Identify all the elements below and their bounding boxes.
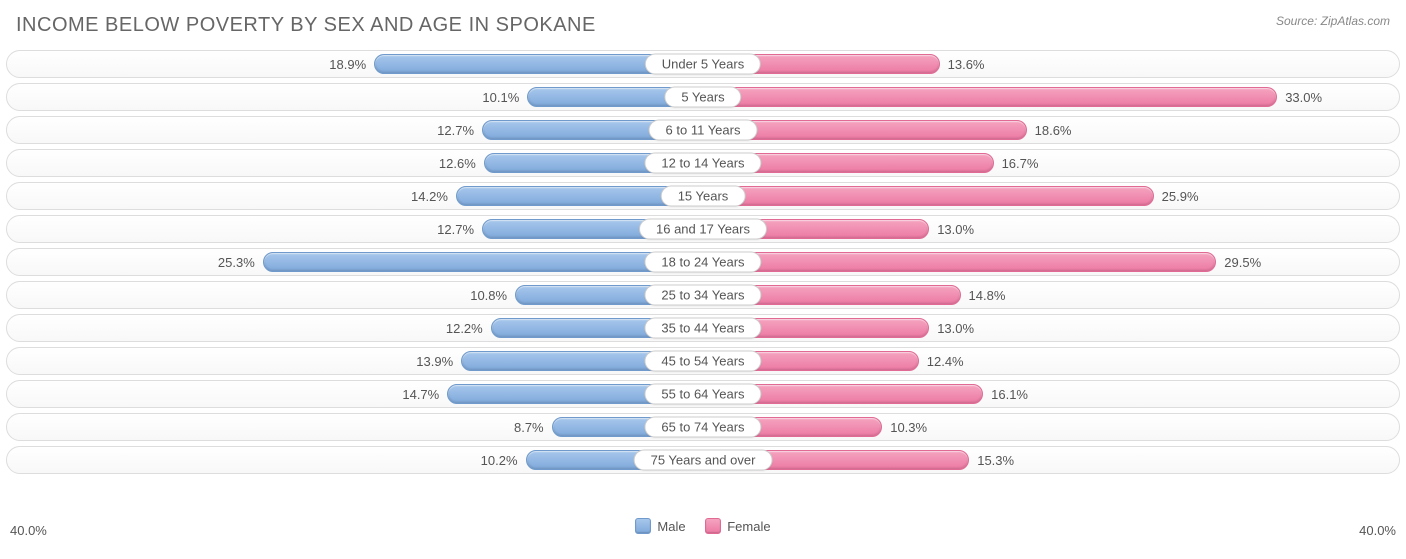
female-value-label: 10.3% xyxy=(882,420,935,435)
category-label: 45 to 54 Years xyxy=(644,351,761,372)
category-label: 65 to 74 Years xyxy=(644,417,761,438)
category-label: 15 Years xyxy=(661,186,746,207)
female-value-label: 25.9% xyxy=(1154,189,1207,204)
table-row: 12.2% 13.0% 35 to 44 Years xyxy=(6,314,1400,342)
male-value-label: 10.1% xyxy=(474,90,527,105)
female-half: 16.1% xyxy=(703,381,1399,407)
female-value-label: 13.6% xyxy=(940,57,993,72)
table-row: 8.7% 10.3% 65 to 74 Years xyxy=(6,413,1400,441)
category-label: 75 Years and over xyxy=(634,450,773,471)
table-row: 13.9% 12.4% 45 to 54 Years xyxy=(6,347,1400,375)
female-half: 29.5% xyxy=(703,249,1399,275)
female-half: 13.6% xyxy=(703,51,1399,77)
category-label: 5 Years xyxy=(664,87,741,108)
table-row: 10.1% 33.0% 5 Years xyxy=(6,83,1400,111)
male-half: 12.7% xyxy=(7,216,703,242)
female-half: 14.8% xyxy=(703,282,1399,308)
male-value-label: 12.6% xyxy=(431,156,484,171)
female-value-label: 13.0% xyxy=(929,222,982,237)
male-half: 12.6% xyxy=(7,150,703,176)
female-half: 18.6% xyxy=(703,117,1399,143)
table-row: 10.2% 15.3% 75 Years and over xyxy=(6,446,1400,474)
female-half: 13.0% xyxy=(703,216,1399,242)
axis-tick-left: 40.0% xyxy=(10,523,47,538)
female-bar xyxy=(703,252,1216,272)
female-value-label: 16.1% xyxy=(983,387,1036,402)
category-label: Under 5 Years xyxy=(645,54,761,75)
male-half: 18.9% xyxy=(7,51,703,77)
male-value-label: 14.2% xyxy=(403,189,456,204)
table-row: 12.7% 18.6% 6 to 11 Years xyxy=(6,116,1400,144)
female-half: 12.4% xyxy=(703,348,1399,374)
male-bar xyxy=(263,252,703,272)
female-half: 16.7% xyxy=(703,150,1399,176)
male-value-label: 13.9% xyxy=(408,354,461,369)
source-label: Source: ZipAtlas.com xyxy=(1276,14,1390,28)
male-half: 14.7% xyxy=(7,381,703,407)
female-bar xyxy=(703,87,1277,107)
x-axis: 40.0% 40.0% xyxy=(10,523,1396,539)
male-value-label: 12.2% xyxy=(438,321,491,336)
table-row: 12.7% 13.0% 16 and 17 Years xyxy=(6,215,1400,243)
male-value-label: 12.7% xyxy=(429,222,482,237)
category-label: 35 to 44 Years xyxy=(644,318,761,339)
female-value-label: 16.7% xyxy=(994,156,1047,171)
male-half: 12.7% xyxy=(7,117,703,143)
table-row: 14.2% 25.9% 15 Years xyxy=(6,182,1400,210)
female-half: 13.0% xyxy=(703,315,1399,341)
female-half: 33.0% xyxy=(703,84,1399,110)
female-value-label: 12.4% xyxy=(919,354,972,369)
category-label: 55 to 64 Years xyxy=(644,384,761,405)
male-value-label: 14.7% xyxy=(394,387,447,402)
male-value-label: 12.7% xyxy=(429,123,482,138)
female-value-label: 33.0% xyxy=(1277,90,1330,105)
female-value-label: 15.3% xyxy=(969,453,1022,468)
category-label: 12 to 14 Years xyxy=(644,153,761,174)
female-value-label: 18.6% xyxy=(1027,123,1080,138)
category-label: 25 to 34 Years xyxy=(644,285,761,306)
female-bar xyxy=(703,186,1154,206)
female-value-label: 14.8% xyxy=(961,288,1014,303)
male-value-label: 10.2% xyxy=(473,453,526,468)
male-value-label: 8.7% xyxy=(506,420,552,435)
category-label: 18 to 24 Years xyxy=(644,252,761,273)
male-value-label: 18.9% xyxy=(321,57,374,72)
male-half: 25.3% xyxy=(7,249,703,275)
table-row: 14.7% 16.1% 55 to 64 Years xyxy=(6,380,1400,408)
male-half: 13.9% xyxy=(7,348,703,374)
table-row: 10.8% 14.8% 25 to 34 Years xyxy=(6,281,1400,309)
male-half: 8.7% xyxy=(7,414,703,440)
female-half: 15.3% xyxy=(703,447,1399,473)
table-row: 12.6% 16.7% 12 to 14 Years xyxy=(6,149,1400,177)
female-value-label: 29.5% xyxy=(1216,255,1269,270)
male-value-label: 25.3% xyxy=(210,255,263,270)
chart-title: INCOME BELOW POVERTY BY SEX AND AGE IN S… xyxy=(0,0,1406,37)
female-value-label: 13.0% xyxy=(929,321,982,336)
male-half: 10.2% xyxy=(7,447,703,473)
category-label: 16 and 17 Years xyxy=(639,219,767,240)
axis-tick-right: 40.0% xyxy=(1359,523,1396,538)
male-half: 10.8% xyxy=(7,282,703,308)
female-half: 25.9% xyxy=(703,183,1399,209)
diverging-bar-chart: 18.9% 13.6% Under 5 Years 10.1% 33.0% 5 Years… xyxy=(6,50,1400,521)
male-half: 12.2% xyxy=(7,315,703,341)
table-row: 18.9% 13.6% Under 5 Years xyxy=(6,50,1400,78)
male-half: 14.2% xyxy=(7,183,703,209)
table-row: 25.3% 29.5% 18 to 24 Years xyxy=(6,248,1400,276)
female-half: 10.3% xyxy=(703,414,1399,440)
male-value-label: 10.8% xyxy=(462,288,515,303)
category-label: 6 to 11 Years xyxy=(649,120,758,141)
male-half: 10.1% xyxy=(7,84,703,110)
